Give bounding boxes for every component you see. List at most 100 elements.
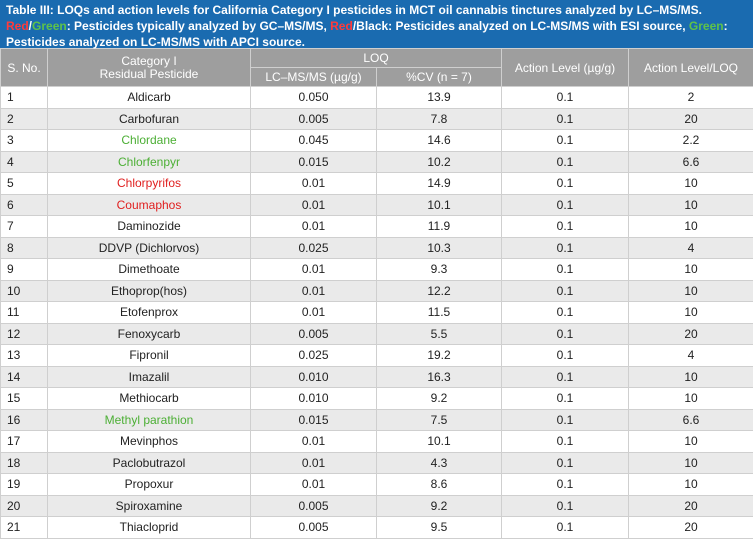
row-cv: 7.5 [376,408,502,431]
caption-red-word-2: Red [330,19,353,33]
table-row: 5 Chlorpyrifos 0.01 14.9 0.1 10 [0,172,753,195]
row-sno: 13 [0,344,48,367]
row-action-level: 0.1 [501,473,629,496]
header-cv: %CV (n = 7) [376,67,502,87]
row-sno: 4 [0,150,48,173]
row-loq: 0.01 [250,473,377,496]
row-action-loq: 10 [628,451,753,474]
row-action-loq: 2 [628,86,753,109]
row-pesticide-name: Spiroxamine [47,494,251,517]
row-sno: 11 [0,301,48,324]
row-cv: 10.2 [376,150,502,173]
header-loq-value: LC–MS/MS (µg/g) [250,67,377,87]
row-action-level: 0.1 [501,236,629,259]
row-loq: 0.015 [250,150,377,173]
table-row: 1 Aldicarb 0.050 13.9 0.1 2 [0,86,753,109]
row-sno: 2 [0,107,48,130]
table-row: 4 Chlorfenpyr 0.015 10.2 0.1 6.6 [0,150,753,173]
caption-line-2: Red/Green: Pesticides typically analyzed… [6,18,747,34]
table-row: 15 Methiocarb 0.010 9.2 0.1 10 [0,387,753,410]
row-loq: 0.025 [250,236,377,259]
row-sno: 14 [0,365,48,388]
row-action-loq: 10 [628,365,753,388]
caption-line-3: Pesticides analyzed on LC-MS/MS with APC… [6,35,305,49]
table-row: 6 Coumaphos 0.01 10.1 0.1 10 [0,193,753,216]
row-pesticide-name: Paclobutrazol [47,451,251,474]
row-loq: 0.01 [250,451,377,474]
table-caption: Table III: LOQs and action levels for Ca… [0,0,753,49]
table-body: 1 Aldicarb 0.050 13.9 0.1 2 2 Carbofuran 0.005 7.… [0,86,753,539]
row-cv: 10.1 [376,430,502,453]
table-row: 18 Paclobutrazol 0.01 4.3 0.1 10 [0,451,753,474]
row-action-level: 0.1 [501,172,629,195]
row-action-level: 0.1 [501,107,629,130]
row-action-loq: 10 [628,258,753,281]
row-pesticide-name: Chlorpyrifos [47,172,251,195]
row-pesticide-name: Methyl parathion [47,408,251,431]
caption-red-word: Red [6,19,29,33]
row-pesticide-name: Coumaphos [47,193,251,216]
row-sno: 9 [0,258,48,281]
row-pesticide-name: Propoxur [47,473,251,496]
row-loq: 0.01 [250,172,377,195]
table-row: 7 Daminozide 0.01 11.9 0.1 10 [0,215,753,238]
row-cv: 14.9 [376,172,502,195]
caption-green-word: Green [32,19,67,33]
row-pesticide-name: Fenoxycarb [47,322,251,345]
row-action-loq: 6.6 [628,150,753,173]
row-action-level: 0.1 [501,451,629,474]
row-pesticide-name: Chlorfenpyr [47,150,251,173]
caption-part-4: : [723,19,728,33]
row-cv: 10.3 [376,236,502,259]
row-action-loq: 6.6 [628,408,753,431]
row-loq: 0.015 [250,408,377,431]
header-category-line-2: Residual Pesticide [99,66,199,81]
header-category: Category I Residual Pesticide [47,48,251,87]
header-sno: S. No. [0,48,48,87]
row-pesticide-name: Carbofuran [47,107,251,130]
table-row: 21 Thiacloprid 0.005 9.5 0.1 20 [0,516,753,539]
row-action-level: 0.1 [501,215,629,238]
row-pesticide-name: Daminozide [47,215,251,238]
row-action-loq: 4 [628,236,753,259]
row-pesticide-name: Methiocarb [47,387,251,410]
row-cv: 9.2 [376,494,502,517]
row-loq: 0.005 [250,494,377,517]
row-action-loq: 20 [628,516,753,539]
row-loq: 0.01 [250,430,377,453]
row-pesticide-name: Aldicarb [47,86,251,109]
row-sno: 3 [0,129,48,152]
row-loq: 0.01 [250,193,377,216]
row-action-loq: 10 [628,430,753,453]
row-pesticide-name: Thiacloprid [47,516,251,539]
row-action-level: 0.1 [501,344,629,367]
row-action-level: 0.1 [501,365,629,388]
row-cv: 9.3 [376,258,502,281]
row-loq: 0.01 [250,215,377,238]
table-row: 13 Fipronil 0.025 19.2 0.1 4 [0,344,753,367]
row-action-loq: 10 [628,387,753,410]
row-action-loq: 4 [628,344,753,367]
row-cv: 16.3 [376,365,502,388]
table-row: 3 Chlordane 0.045 14.6 0.1 2.2 [0,129,753,152]
row-cv: 14.6 [376,129,502,152]
row-sno: 5 [0,172,48,195]
row-action-loq: 10 [628,193,753,216]
row-loq: 0.01 [250,301,377,324]
row-action-level: 0.1 [501,150,629,173]
row-action-level: 0.1 [501,279,629,302]
row-pesticide-name: DDVP (Dichlorvos) [47,236,251,259]
caption-slash: / [28,19,33,33]
row-cv: 9.2 [376,387,502,410]
row-action-level: 0.1 [501,387,629,410]
row-sno: 8 [0,236,48,259]
caption-part-2: : Pesticides typically analyzed by GC–MS… [66,19,331,33]
row-pesticide-name: Dimethoate [47,258,251,281]
header-loq: LOQ [250,48,502,68]
row-cv: 10.1 [376,193,502,216]
row-pesticide-name: Chlordane [47,129,251,152]
row-loq: 0.005 [250,516,377,539]
row-loq: 0.005 [250,107,377,130]
row-cv: 7.8 [376,107,502,130]
row-cv: 11.9 [376,215,502,238]
